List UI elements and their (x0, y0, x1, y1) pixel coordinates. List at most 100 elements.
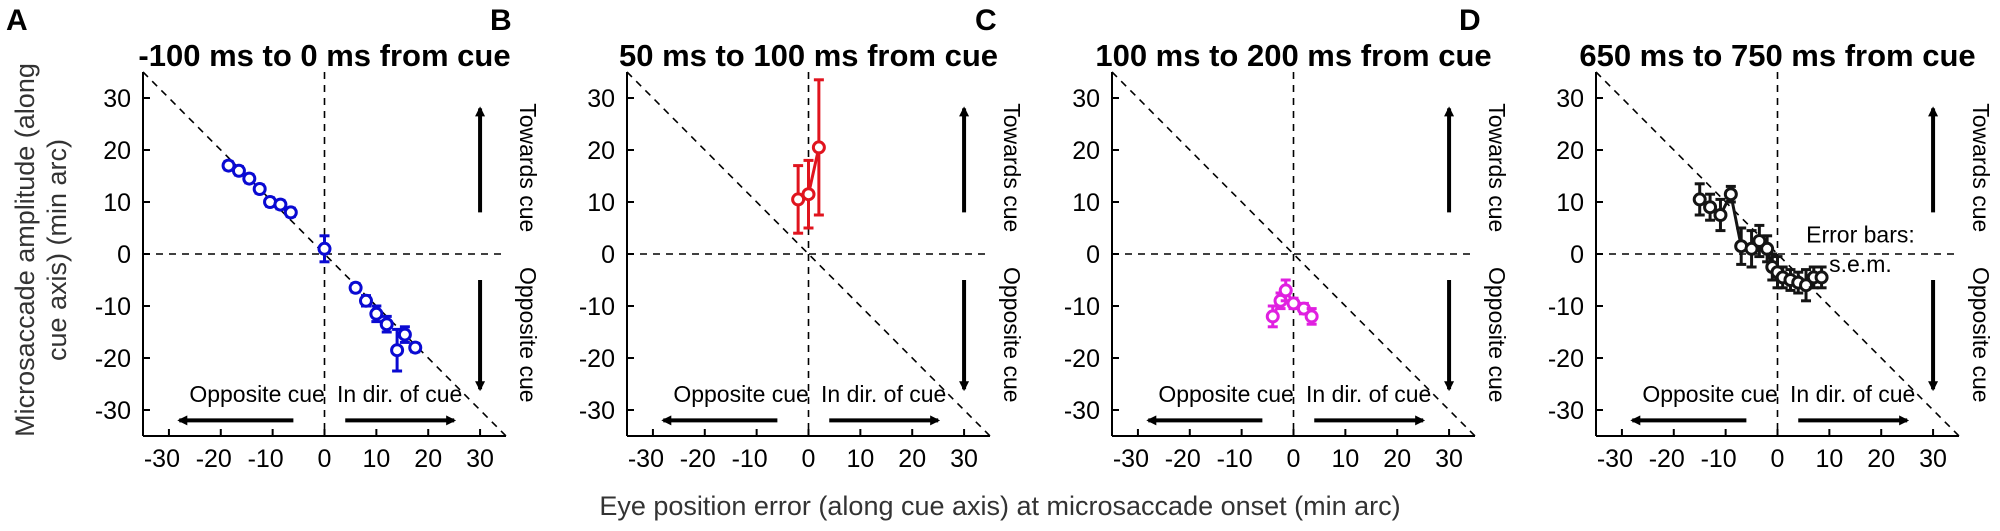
y-tick-label: -10 (579, 293, 615, 321)
data-point (283, 205, 298, 220)
y-axis-title-line1: Microsaccade amplitude (along (10, 63, 40, 437)
data-point (408, 340, 423, 355)
panel-title: 50 ms to 100 ms from cue (619, 38, 998, 73)
data-point (1799, 278, 1814, 293)
y-tick-label: 0 (601, 241, 615, 269)
panel-c: C 100 ms to 200 ms from cue -30 -20 -10 0 10 20… (975, 4, 1510, 473)
data-point (1703, 200, 1718, 215)
data-point (811, 140, 826, 155)
y-tick-label: -30 (1064, 397, 1100, 425)
x-axis-title: Eye position error (along cue axis) at m… (599, 491, 1400, 521)
y-tick-label: 30 (1072, 85, 1100, 113)
opposite-cue-label-vertical: Opposite cue (515, 267, 541, 403)
x-tick-label: -20 (196, 445, 232, 473)
y-tick-label: -20 (579, 345, 615, 373)
opposite-cue-label-vertical: Opposite cue (999, 267, 1025, 403)
y-tick-label: 20 (1072, 137, 1100, 165)
data-point (1760, 241, 1775, 256)
x-tick-label: -10 (1701, 445, 1737, 473)
x-tick-label: 20 (1383, 445, 1411, 473)
panel-label: A (6, 4, 28, 37)
x-tick-label: -30 (628, 445, 664, 473)
y-tick-label: 0 (1086, 241, 1100, 269)
opposite-cue-label-horizontal: Opposite cue (189, 381, 325, 407)
data-point (379, 317, 394, 332)
x-tick-label: -20 (1649, 445, 1685, 473)
x-tick-label: -10 (732, 445, 768, 473)
y-tick-label: -20 (95, 345, 131, 373)
data-point (369, 306, 384, 321)
x-tick-label: -20 (680, 445, 716, 473)
y-tick-label: 10 (1072, 189, 1100, 217)
data-point (242, 171, 257, 186)
x-tick-label: 30 (950, 445, 978, 473)
panel-label: C (975, 4, 997, 37)
y-tick-label: 30 (587, 85, 615, 113)
in-dir-of-cue-label: In dir. of cue (337, 381, 462, 407)
x-tick-label: 30 (1435, 445, 1463, 473)
data-point (1265, 309, 1280, 324)
x-tick-label: -30 (1113, 445, 1149, 473)
opposite-cue-label-horizontal: Opposite cue (1158, 381, 1294, 407)
y-axis-title-line2: cue axis) (min arc) (42, 139, 72, 361)
data-point (791, 192, 806, 207)
x-tick-label: 0 (318, 445, 332, 473)
data-point (231, 163, 246, 178)
y-tick-label: 0 (117, 241, 131, 269)
x-tick-label: -20 (1165, 445, 1201, 473)
y-tick-label: -10 (1548, 293, 1584, 321)
panel-label: D (1459, 4, 1481, 37)
opposite-cue-label-horizontal: Opposite cue (1642, 381, 1778, 407)
error-bar-note-line1: Error bars: (1806, 222, 1915, 248)
panel-a: A -100 ms to 0 ms from cue -30 -20 -10 0 10 20 3… (6, 4, 541, 473)
x-tick-label: 0 (802, 445, 816, 473)
towards-cue-label: Towards cue (1484, 103, 1510, 232)
y-tick-label: 30 (1556, 85, 1584, 113)
opposite-cue-label-vertical: Opposite cue (1484, 267, 1510, 403)
y-tick-label: 10 (587, 189, 615, 217)
x-tick-label: 30 (466, 445, 494, 473)
data-point (1278, 283, 1293, 298)
opposite-cue-label-horizontal: Opposite cue (673, 381, 809, 407)
y-tick-label: 20 (103, 137, 131, 165)
y-tick-label: -20 (1548, 345, 1584, 373)
y-tick-label: -20 (1064, 345, 1100, 373)
data-point (801, 187, 816, 202)
panel-d: D 650 ms to 750 ms from cue -30 -20 -10 0 10 20… (1459, 4, 1994, 473)
data-point (348, 280, 363, 295)
x-tick-label: 0 (1287, 445, 1301, 473)
panel-title: -100 ms to 0 ms from cue (138, 38, 510, 73)
y-tick-label: 10 (1556, 189, 1584, 217)
data-point (1814, 270, 1829, 285)
y-tick-label: -30 (95, 397, 131, 425)
x-tick-label: 0 (1771, 445, 1785, 473)
towards-cue-label: Towards cue (999, 103, 1025, 232)
data-point (317, 241, 332, 256)
y-tick-label: -10 (1064, 293, 1100, 321)
data-point (1744, 241, 1759, 256)
panel-title: 650 ms to 750 ms from cue (1579, 38, 1975, 73)
x-tick-label: 10 (362, 445, 390, 473)
y-tick-label: 30 (103, 85, 131, 113)
towards-cue-label: Towards cue (1968, 103, 1994, 232)
y-tick-label: -30 (1548, 397, 1584, 425)
data-point (1713, 208, 1728, 222)
x-tick-label: 20 (414, 445, 442, 473)
x-tick-label: 20 (898, 445, 926, 473)
x-tick-label: 10 (1331, 445, 1359, 473)
in-dir-of-cue-label: In dir. of cue (1306, 381, 1431, 407)
data-point (1692, 192, 1707, 207)
data-point (252, 182, 267, 196)
x-tick-label: 10 (1815, 445, 1843, 473)
data-point (1752, 234, 1767, 248)
y-tick-label: 20 (587, 137, 615, 165)
in-dir-of-cue-label: In dir. of cue (821, 381, 946, 407)
error-bar-note-line2: s.e.m. (1829, 251, 1892, 277)
x-tick-label: 30 (1919, 445, 1947, 473)
data-point (1723, 187, 1738, 202)
towards-cue-label: Towards cue (515, 103, 541, 232)
panel-title: 100 ms to 200 ms from cue (1095, 38, 1491, 73)
x-tick-label: -10 (1217, 445, 1253, 473)
x-tick-label: 20 (1867, 445, 1895, 473)
